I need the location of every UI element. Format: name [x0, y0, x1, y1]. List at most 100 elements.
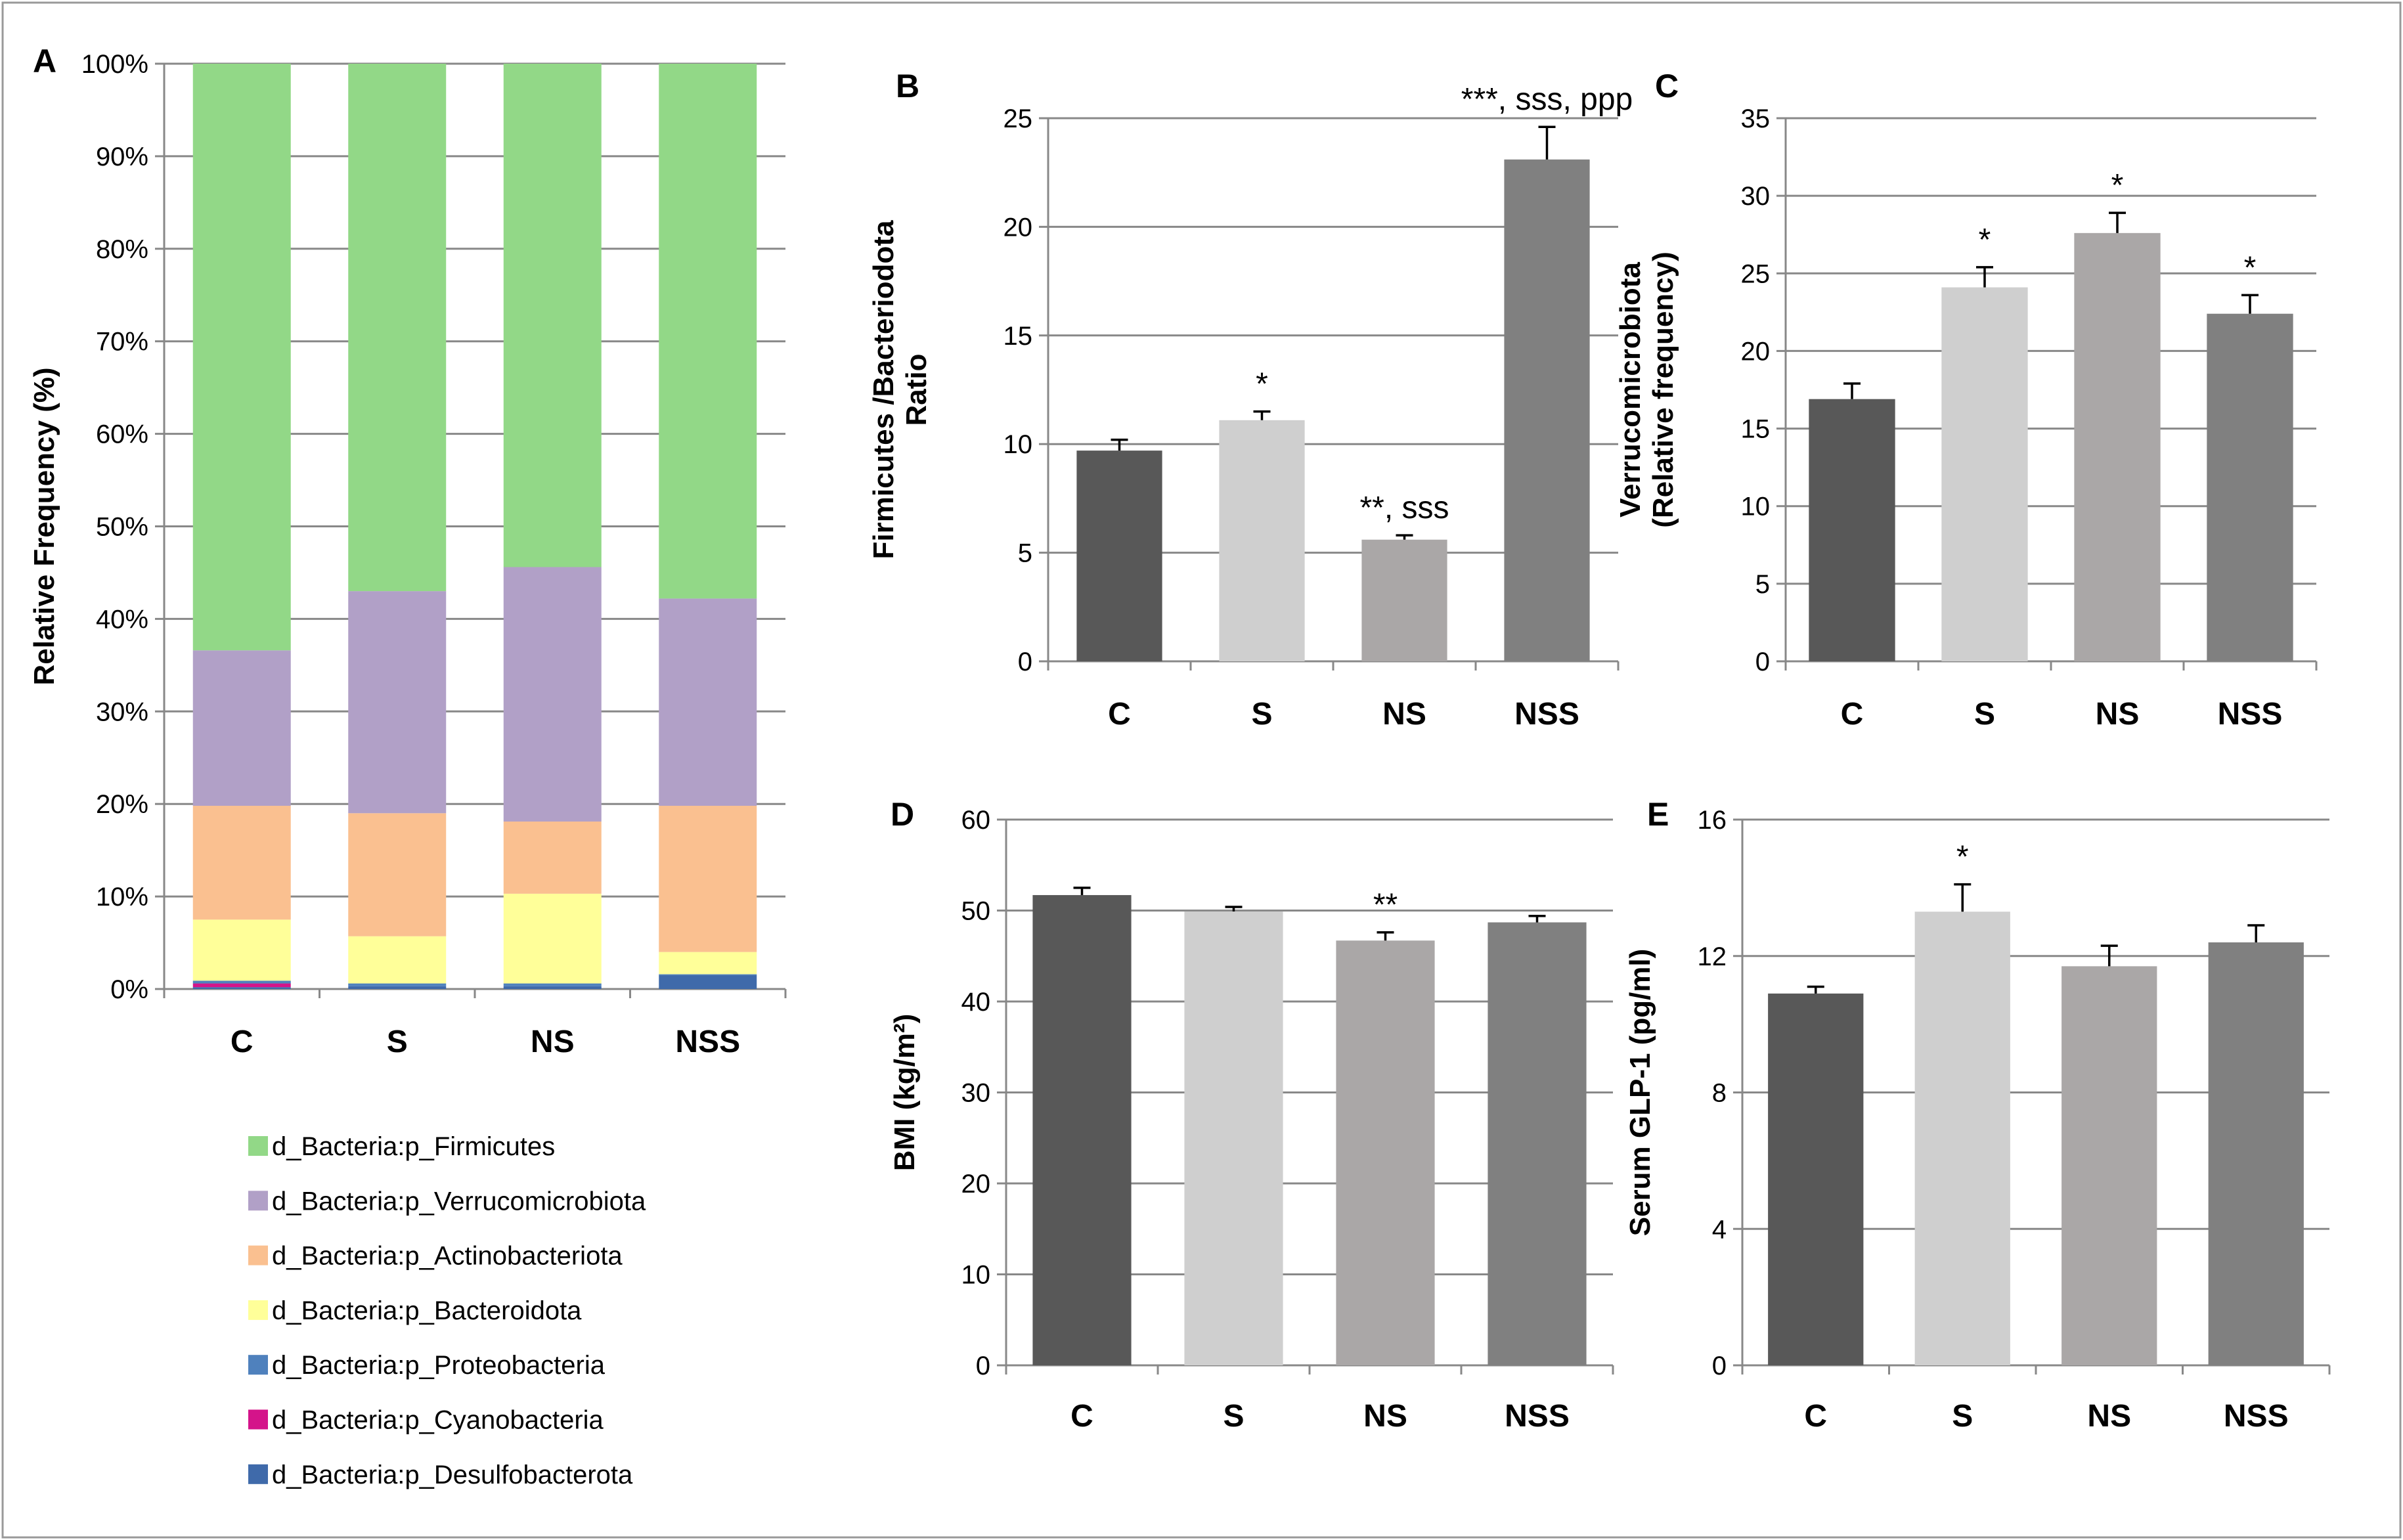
panel-b-ytick-label: 10 [1003, 430, 1033, 459]
panel-d-ytick-label: 30 [961, 1079, 991, 1108]
panel-a-category-label: C [231, 1024, 254, 1059]
panel-d-category-label: NS [1363, 1399, 1407, 1434]
panel-b-category-label: NSS [1514, 697, 1579, 732]
panel-a-ytick-label: 90% [96, 143, 148, 171]
panel-c-ylabel: (Relative frequency) [1647, 252, 1679, 528]
panel-a-segment-proteobacteria [503, 983, 602, 986]
panel-a-ytick-label: 50% [96, 513, 148, 542]
panel-e-significance-label: * [1956, 840, 1969, 875]
panel-e-ytick-label: 16 [1698, 806, 1727, 835]
panel-a-ytick-label: 20% [96, 790, 148, 819]
panel-d-category-label: S [1223, 1399, 1244, 1434]
panel-c-bar-ns [2074, 232, 2161, 661]
panel-e-bar-nss [2208, 942, 2304, 1365]
panel-e-category-label: C [1804, 1399, 1827, 1434]
panel-e-ytick-label: 8 [1712, 1079, 1727, 1108]
panel-d-ytick-label: 40 [961, 988, 991, 1017]
panel-e-ylabel: Serum GLP-1 (pg/ml) [1624, 949, 1656, 1237]
panel-e-ytick-label: 4 [1712, 1215, 1727, 1244]
panel-b-ylabel: Ratio [900, 354, 933, 426]
panel-c-significance-label: * [2244, 250, 2257, 285]
panel-a-ytick-label: 10% [96, 883, 148, 912]
panel-a-segment-proteobacteria [659, 974, 757, 975]
panel-e-category-label: NSS [2224, 1399, 2289, 1434]
panel-a-category-label: NSS [675, 1024, 740, 1059]
legend-label-proteobacteria: d_Bacteria:p_Proteobacteria [272, 1351, 606, 1380]
panel-c-significance-label: * [1979, 223, 1991, 257]
legend-swatch-desulfobacterota [248, 1464, 268, 1484]
panel-a-category-label: S [387, 1024, 408, 1059]
panel-a-category-label: NS [531, 1024, 575, 1059]
panel-c-ytick-label: 20 [1741, 337, 1771, 366]
panel-d-bar-s [1184, 911, 1283, 1365]
panel-d-ytick-label: 60 [961, 806, 991, 835]
panel-c-ytick-label: 35 [1741, 104, 1771, 133]
legend-swatch-actinobacteriota [248, 1245, 268, 1265]
panel-a-segment-proteobacteria [348, 983, 447, 986]
panel-e-category-label: S [1952, 1399, 1973, 1434]
panel-a-segment-verrucomicrobiota [348, 591, 447, 814]
panel-e-ytick-label: 0 [1712, 1352, 1727, 1380]
panel-b-bar-c [1076, 451, 1162, 661]
panel-c-ytick-label: 25 [1741, 259, 1771, 288]
legend-label-bacteroidota: d_Bacteria:p_Bacteroidota [272, 1296, 582, 1325]
legend-swatch-cyanobacteria [248, 1409, 268, 1430]
panel-b-ytick-label: 5 [1018, 539, 1032, 568]
panel-a-segment-desulfobacterota [348, 986, 447, 989]
panel-d-ytick-label: 20 [961, 1170, 991, 1199]
panel-a-ytick-label: 60% [96, 420, 148, 449]
panel-b-ytick-label: 25 [1003, 104, 1033, 133]
panel-b-ytick-label: 0 [1018, 648, 1032, 676]
legend-label-firmicutes: d_Bacteria:p_Firmicutes [272, 1132, 555, 1161]
panel-a-segment-verrucomicrobiota [659, 598, 757, 806]
panel-b-category-label: NS [1382, 697, 1426, 732]
panel-b-bar-s [1219, 420, 1305, 661]
panel-a-segment-firmicutes [348, 64, 447, 592]
panel-b-ytick-label: 20 [1003, 213, 1033, 242]
panel-a-segment-firmicutes [192, 64, 291, 651]
panel-a-segment-bacteroidota [348, 936, 447, 984]
legend-swatch-bacteroidota [248, 1300, 268, 1320]
panel-a-segment-bacteroidota [192, 919, 291, 981]
panel-c-label: C [1655, 68, 1679, 104]
panel-a-ytick-label: 80% [96, 235, 148, 264]
panel-b-significance-label: ***, sss, ppp [1461, 82, 1633, 117]
legend-swatch-firmicutes [248, 1136, 268, 1156]
panel-d-ytick-label: 0 [976, 1352, 990, 1380]
legend-label-actinobacteriota: d_Bacteria:p_Actinobacteriota [272, 1242, 623, 1271]
panel-a-segment-verrucomicrobiota [192, 650, 291, 806]
panel-b-ylabel: Firmicutes /Bacteriodota [868, 220, 900, 559]
panel-d-label: D [891, 796, 914, 833]
panel-c-category-label: NSS [2218, 697, 2283, 732]
panel-b-ytick-label: 15 [1003, 322, 1033, 351]
legend-label-cyanobacteria: d_Bacteria:p_Cyanobacteria [272, 1406, 604, 1435]
panel-a-segment-desulfobacterota [192, 987, 291, 989]
panel-c-ytick-label: 30 [1741, 182, 1771, 211]
panel-e-bar-ns [2061, 966, 2157, 1365]
panel-d-bar-nss [1488, 922, 1587, 1365]
panel-d-ytick-label: 10 [961, 1261, 991, 1290]
panel-a-segment-bacteroidota [503, 893, 602, 984]
panel-a-segment-verrucomicrobiota [503, 567, 602, 822]
panel-d-ytick-label: 50 [961, 897, 991, 926]
legend-label-verrucomicrobiota: d_Bacteria:p_Verrucomicrobiota [272, 1187, 646, 1216]
panel-c-category-label: S [1974, 697, 1995, 732]
panel-e-label: E [1647, 796, 1669, 833]
panel-a-segment-actinobacteriota [659, 806, 757, 952]
panel-c-ytick-label: 15 [1741, 415, 1771, 444]
panel-c-significance-label: * [2111, 168, 2124, 203]
panel-c-bar-s [1941, 287, 2028, 662]
panel-a-ylabel: Relative Frequency (%) [28, 367, 60, 685]
legend-swatch-verrucomicrobiota [248, 1191, 268, 1211]
panel-a-segment-firmicutes [659, 64, 757, 599]
panel-a-segment-desulfobacterota [659, 975, 757, 989]
panel-a-ytick-label: 0% [110, 975, 148, 1004]
panel-c-category-label: NS [2096, 697, 2140, 732]
panel-d-significance-label: ** [1373, 888, 1398, 923]
panel-c-bar-nss [2207, 313, 2293, 662]
panel-a-segment-bacteroidota [659, 952, 757, 975]
panel-d-category-label: C [1070, 1399, 1093, 1434]
panel-a-segment-actinobacteriota [192, 806, 291, 920]
panel-a-ytick-label: 30% [96, 697, 148, 726]
